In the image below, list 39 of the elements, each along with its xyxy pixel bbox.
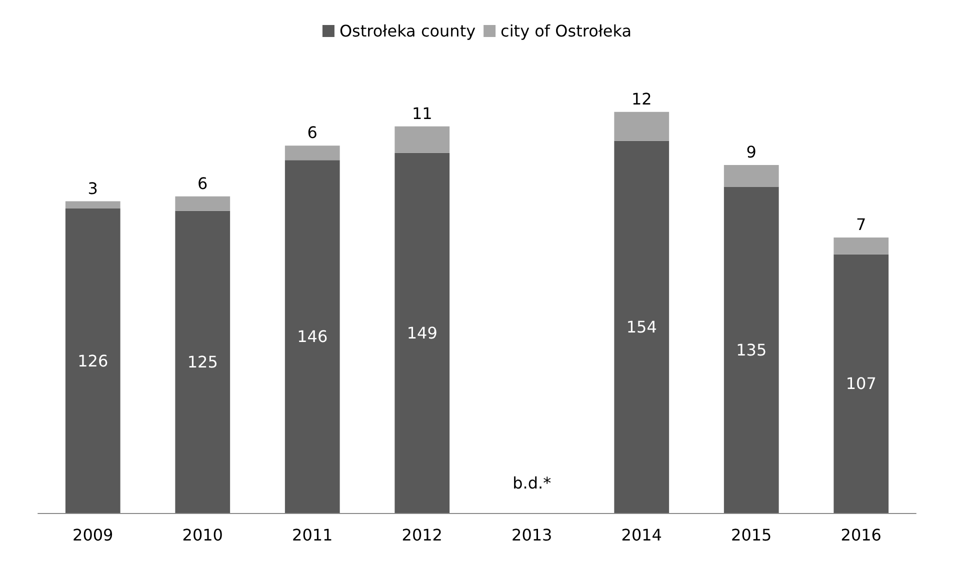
data-label: 126 [78, 351, 108, 370]
bar [724, 165, 779, 187]
bar [284, 146, 340, 160]
x-tick-label: 2009 [72, 526, 114, 544]
x-tick-label: 2016 [840, 526, 882, 544]
bar [834, 238, 889, 254]
bar [284, 160, 340, 513]
bar [175, 196, 230, 211]
x-tick-label: 2015 [731, 526, 772, 544]
bar [614, 140, 670, 513]
data-label: 149 [406, 323, 438, 342]
data-label: 107 [846, 374, 876, 394]
bar [394, 126, 450, 153]
bar [65, 208, 120, 513]
legend-label: Ostrołeka county [339, 22, 476, 40]
data-label: 146 [297, 327, 328, 346]
legend-label: city of Ostrołeka [500, 22, 632, 40]
x-tick-label: 2014 [621, 526, 662, 544]
x-tick-label: 2010 [182, 526, 223, 544]
data-label: 6 [198, 174, 208, 193]
data-label: 125 [187, 352, 218, 372]
data-label: 12 [631, 89, 652, 108]
data-label: 11 [412, 104, 432, 123]
x-tick-label: 2012 [402, 526, 442, 544]
x-tick-label: 2011 [292, 526, 333, 544]
data-label: 135 [736, 340, 767, 360]
data-label: 154 [626, 317, 657, 336]
data-label: 3 [88, 178, 98, 198]
bar [614, 112, 670, 141]
annotation: b.d.* [512, 474, 552, 492]
x-tick-label: 2013 [512, 526, 552, 544]
data-label: 7 [856, 215, 866, 234]
bar [394, 152, 450, 513]
bar [175, 210, 230, 513]
data-label: 9 [746, 142, 756, 162]
bar [724, 186, 779, 513]
bar [834, 254, 889, 513]
data-label: 6 [307, 123, 318, 142]
bar [65, 201, 120, 208]
